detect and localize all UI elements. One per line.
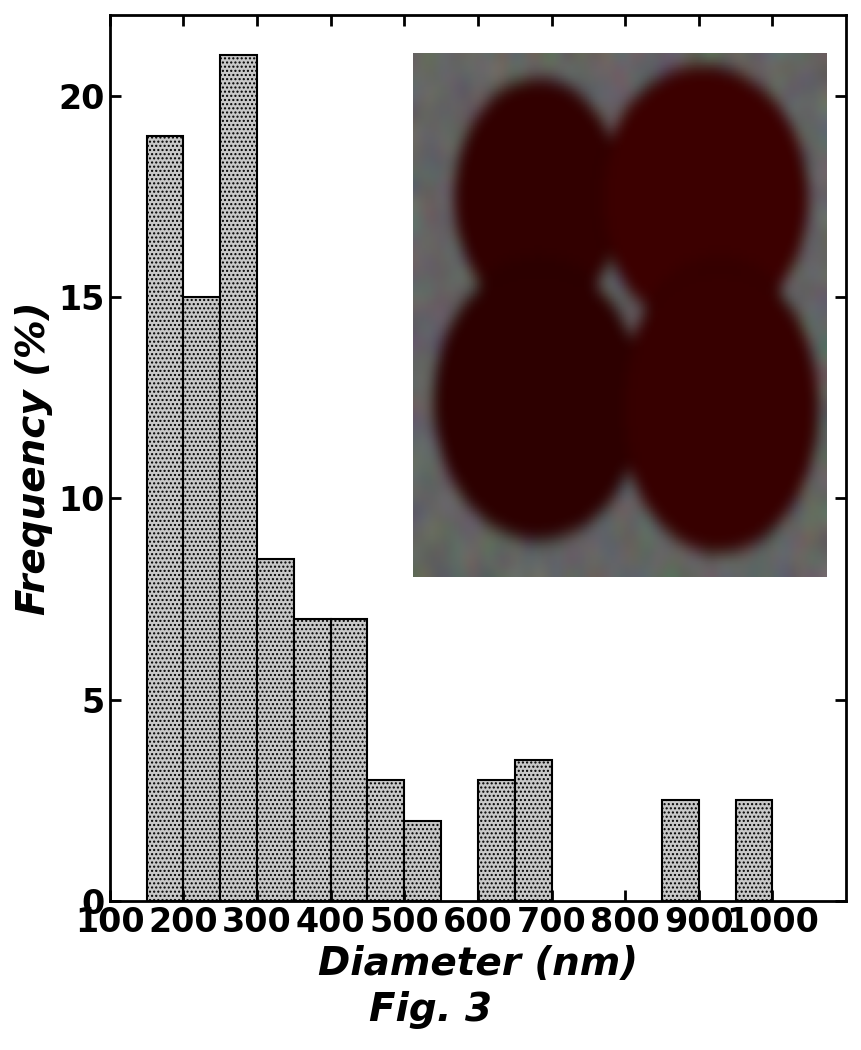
Bar [294, 620, 331, 901]
Bar [368, 780, 405, 901]
Bar [183, 297, 220, 901]
Bar [662, 800, 699, 901]
Bar [220, 56, 257, 901]
Bar [735, 800, 772, 901]
Bar [478, 780, 515, 901]
X-axis label: Diameter (nm): Diameter (nm) [318, 945, 638, 983]
Bar [146, 135, 183, 901]
Bar [257, 559, 294, 901]
Bar [405, 820, 441, 901]
Y-axis label: Frequency (%): Frequency (%) [15, 301, 53, 615]
Text: Fig. 3: Fig. 3 [369, 991, 492, 1029]
Bar [515, 760, 552, 901]
Bar [331, 620, 368, 901]
